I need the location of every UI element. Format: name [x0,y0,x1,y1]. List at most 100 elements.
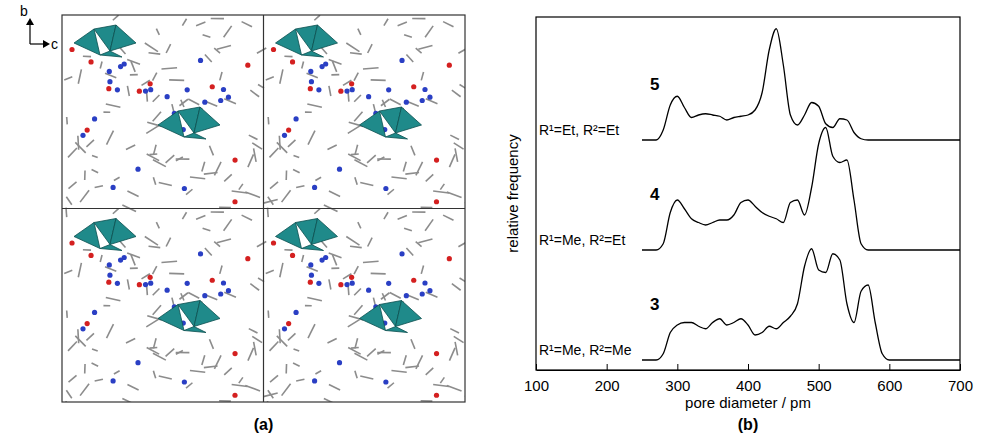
bond [288,333,296,340]
bond [277,142,287,153]
x-tick-label: 300 [665,377,690,394]
nitrogen-atom [143,282,148,287]
curve-labels: 5R¹=Et, R²=Et4R¹=Me, R²=Et3R¹=Me, R²=Me [539,75,660,358]
nitrogen-atom [344,282,349,287]
bond [196,22,205,26]
distribution-curve [642,29,960,140]
bond [351,153,359,155]
bond [426,292,438,297]
bond [354,266,358,274]
bond [346,43,359,52]
nitrogen-atom [185,281,190,286]
bond [78,69,81,83]
bond [161,68,177,69]
metal-polyhedron [302,51,324,57]
nitrogen-atom [312,378,317,383]
bond [145,43,158,52]
bond [105,73,116,77]
oxygen-atom [338,282,343,287]
bond [147,154,159,161]
nitrogen-atom [420,291,425,296]
oxygen-atom [411,84,416,89]
x-tick-mark [748,364,749,370]
nitrogen-atom [427,288,432,293]
nitrogen-atom [386,281,391,286]
oxygen-atom [271,47,276,52]
bond [249,329,258,333]
bond [418,46,432,50]
panel-a [62,15,479,411]
bond [266,77,274,80]
bond [176,351,183,355]
oxygen-atom [232,199,237,204]
bond [214,162,221,176]
x-axis: 100200300400500600700 [524,364,973,394]
bond [421,72,423,80]
bond [186,383,192,388]
bond [279,329,281,343]
bond [455,148,458,162]
bond [220,266,222,274]
bond [106,104,121,107]
nitrogen-atom [309,273,314,278]
bond [153,371,155,379]
metal-polyhedron [74,223,100,249]
bond [354,112,362,122]
bond [182,19,186,26]
bond [348,154,360,161]
metal-polyhedron [110,219,136,245]
bond [107,324,114,338]
nitrogen-atom [226,288,231,293]
oxygen-atom [308,86,313,91]
oxygen-atom [106,280,111,285]
bond [224,26,232,37]
bond [412,211,425,213]
oxygen-atom [349,275,354,280]
bond [95,379,103,381]
oxygen-atom [286,127,291,132]
bond [268,390,273,398]
nitrogen-atom [185,87,190,92]
bond [367,349,376,357]
bond [188,99,199,105]
bond [224,292,236,297]
bond [302,255,304,262]
metal-polyhedron [100,51,122,57]
metal-polyhedron [158,111,184,137]
bond [107,131,114,145]
bond [95,186,103,188]
bond [232,191,248,193]
oxygen-atom [137,89,142,94]
bond [440,377,444,383]
oxygen-atom [85,321,90,326]
x-tick: 400 [736,364,761,394]
bond [86,333,94,340]
metal-polyhedron [100,245,122,251]
oxygen-atom [85,127,90,132]
nitrogen-atom [337,360,342,365]
metal-polyhedron [360,305,386,331]
nitrogen-atom [80,326,85,331]
bond [153,289,160,296]
bond [455,342,458,356]
oxygen-atom [447,63,452,68]
nitrogen-atom [135,360,140,365]
bond [354,73,358,81]
bond [351,347,359,349]
bond [426,99,438,104]
bond [113,209,119,214]
distribution-curve [642,249,960,360]
bond [84,171,86,180]
bond [307,267,318,271]
bond [426,368,434,375]
plot-frame [536,17,960,370]
nitrogen-atom [202,293,207,298]
bond [64,77,72,80]
bond [368,44,372,53]
bond [307,297,322,300]
oxygen-atom [148,81,153,86]
nitrogen-atom [221,87,226,92]
bond [145,236,158,245]
bond [242,22,252,27]
oxygen-atom [447,256,452,261]
